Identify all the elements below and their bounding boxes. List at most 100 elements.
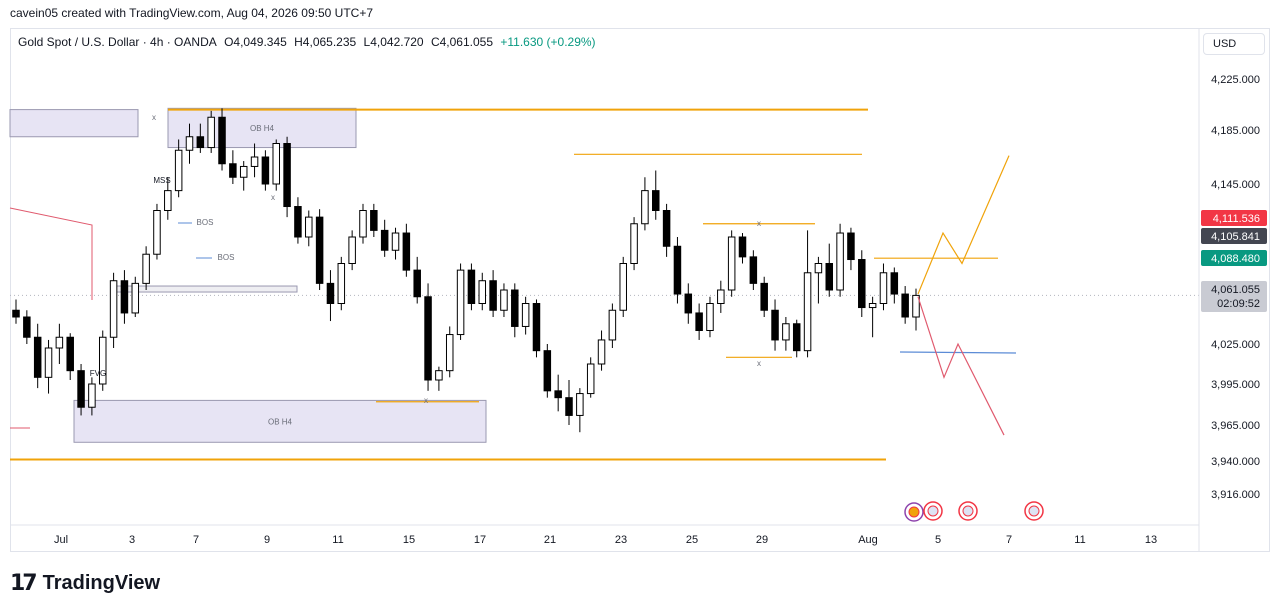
candle	[901, 286, 909, 324]
zones-layer: OB H4 OB H4	[9, 107, 487, 443]
economic-event-icon	[1024, 501, 1044, 521]
tradingview-wordmark: TradingView	[42, 571, 161, 594]
prior-zone	[9, 109, 139, 138]
candle-body-up	[88, 383, 96, 408]
candle	[33, 323, 42, 389]
candle-body-up	[456, 269, 465, 336]
candle-body-up	[131, 282, 140, 314]
candle	[521, 296, 530, 335]
candle-body-up	[576, 393, 584, 416]
candle-body-up	[836, 232, 844, 291]
time-tick-label: 17	[474, 534, 486, 546]
time-tick-label: 29	[756, 534, 768, 546]
candle	[814, 256, 823, 304]
candle	[760, 276, 768, 317]
bearish-projection	[917, 296, 1005, 436]
price-tick-label: 3,916.000	[1211, 489, 1260, 501]
annotation-label: BOS	[218, 253, 235, 262]
candle	[749, 250, 758, 290]
price-tick-label: 4,225.000	[1211, 74, 1260, 86]
price-tick-label: 3,940.000	[1211, 456, 1260, 468]
candle	[326, 270, 335, 322]
economic-event-icon	[923, 501, 943, 521]
candle	[337, 256, 346, 311]
candle-body-down	[294, 206, 302, 238]
candle	[608, 303, 617, 348]
price-tick-label: 4,025.000	[1211, 339, 1260, 351]
candle	[218, 108, 226, 171]
annotation-label: x	[424, 396, 428, 405]
candle	[619, 256, 627, 317]
candle-body-up	[239, 165, 248, 178]
candle-body-down	[673, 245, 682, 295]
candle-body-down	[196, 136, 205, 149]
candle-body-up	[521, 303, 530, 327]
candle-body-up	[142, 253, 150, 284]
currency-selector[interactable]: USD	[1203, 33, 1265, 55]
symbol-name[interactable]: Gold Spot / U.S. Dollar · 4h · OANDA	[18, 35, 217, 49]
fvg-zone	[114, 285, 298, 293]
candle-body-up	[630, 223, 638, 264]
candle	[239, 161, 248, 191]
candle-body-up	[109, 280, 118, 338]
time-tick-label: 11	[1074, 534, 1085, 546]
candle-body-up	[782, 323, 790, 341]
candle-body-down	[315, 216, 324, 284]
candle	[435, 366, 443, 391]
event-icons	[904, 501, 1044, 522]
candle	[879, 263, 888, 311]
time-tick-label: 15	[403, 534, 415, 546]
time-tick-label: 23	[615, 534, 627, 546]
candle-body-down	[749, 256, 758, 284]
candle	[500, 283, 508, 317]
price-tick-label: 3,995.000	[1211, 379, 1260, 391]
chart-frame	[10, 28, 1270, 552]
candle-body-down	[229, 163, 237, 178]
candle-body-up	[174, 149, 183, 192]
candle	[467, 263, 476, 311]
time-tick-label: Jul	[54, 534, 68, 546]
order-block-label: OB H4	[250, 124, 275, 133]
candle-body-down	[218, 116, 226, 165]
candle	[315, 209, 324, 290]
candle	[12, 299, 20, 324]
candle-body-down	[554, 390, 562, 399]
candle	[77, 364, 85, 416]
candle	[858, 250, 866, 317]
time-tick-label: 9	[264, 534, 270, 546]
candle-body-down	[23, 316, 31, 338]
candle	[196, 123, 205, 153]
candle	[153, 203, 161, 260]
candle-body-down	[380, 229, 389, 251]
candle-body-down	[66, 336, 74, 372]
candle	[283, 136, 291, 218]
price-tick-label: 4,145.000	[1211, 179, 1260, 191]
candle	[597, 330, 606, 371]
candle-body-up	[164, 190, 172, 211]
candle	[825, 243, 834, 297]
price-badges: 4,111.536 4,105.841 4,088.480 4,061.055 02:0…	[1201, 210, 1267, 312]
candle-body-down	[77, 370, 85, 408]
time-tick-label: 3	[129, 534, 135, 546]
candle-body-down	[760, 282, 768, 311]
candle-body-up	[44, 347, 53, 378]
candle-body-up	[814, 263, 823, 274]
candle-body-up	[727, 236, 736, 291]
candle-body-up	[359, 210, 367, 238]
candle	[305, 210, 313, 247]
tradingview-logo[interactable]: 17 TradingView	[10, 571, 161, 596]
candle-body-down	[467, 269, 476, 304]
candle-body-down	[738, 236, 747, 258]
annotation-label: x	[271, 193, 275, 202]
candle-body-up	[153, 210, 161, 255]
candle-body-up	[305, 216, 313, 238]
candle	[98, 330, 107, 391]
time-tick-label: Aug	[858, 534, 878, 546]
candle	[402, 223, 411, 277]
time-tick-label: 11	[332, 534, 343, 546]
candle-body-down	[825, 263, 834, 291]
economic-event-icon	[958, 501, 978, 521]
candle	[912, 288, 920, 331]
candle	[185, 123, 194, 164]
